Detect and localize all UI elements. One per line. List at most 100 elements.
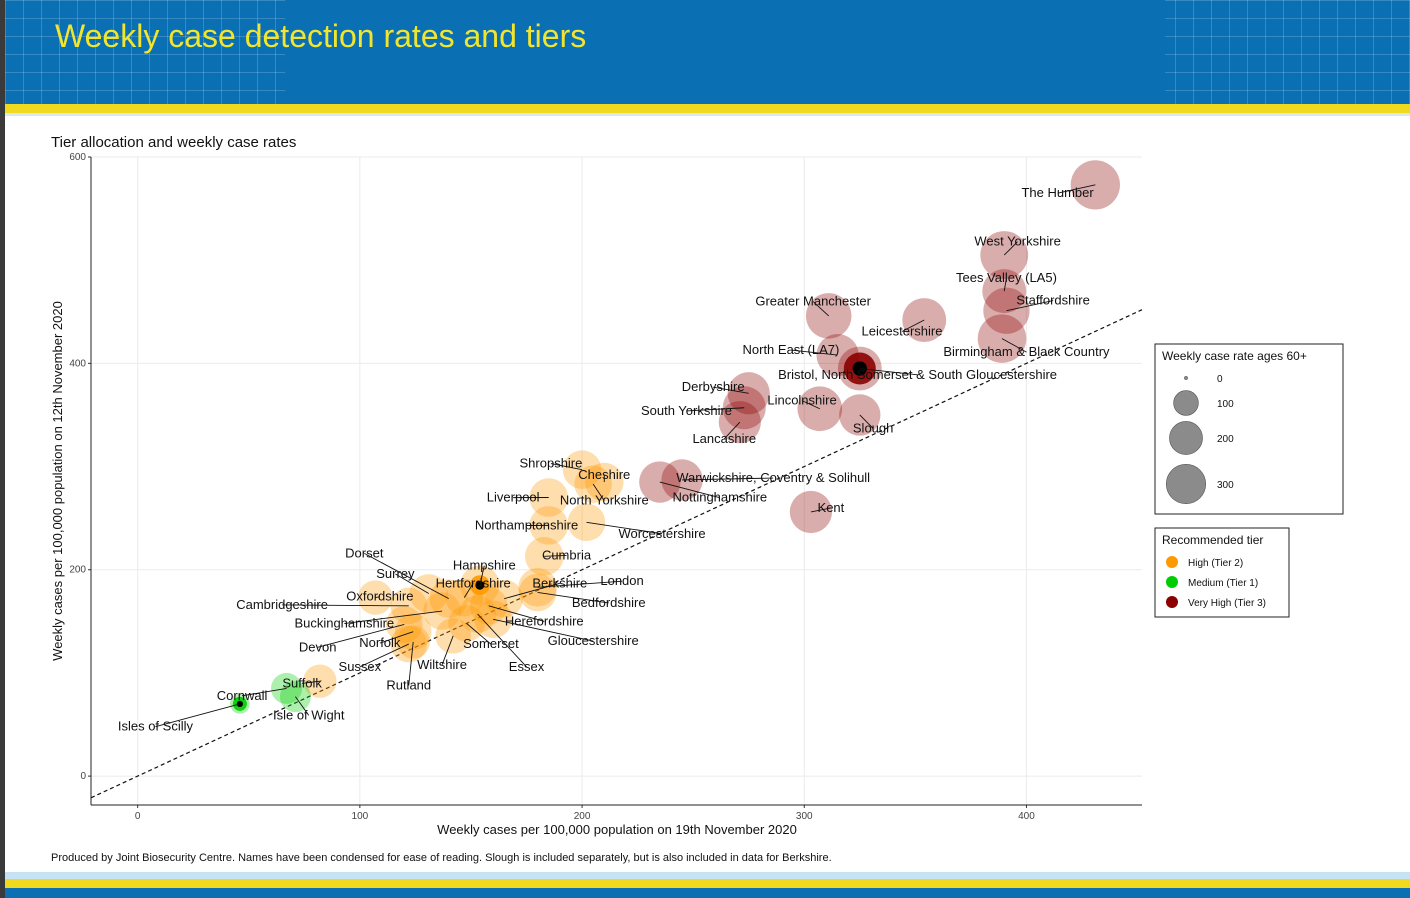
label-bristol-north-somerset-south-gloucestershire: Bristol, North Somerset & South Gloucest… xyxy=(778,367,1057,382)
x-axis-label: Weekly cases per 100,000 population on 1… xyxy=(437,822,797,837)
label-leader-greater-manchester xyxy=(812,301,830,317)
label-nottinghamshire: Nottinghamshire xyxy=(672,490,767,505)
label-leader-cumbria xyxy=(544,554,567,557)
label-leicestershire: Leicestershire xyxy=(862,324,943,339)
label-leader-buckinghamshire xyxy=(344,610,443,624)
size-legend-circle xyxy=(1184,376,1188,380)
point-sussex xyxy=(390,625,428,663)
label-leader-nottinghamshire xyxy=(659,481,720,499)
label-leader-north-yorkshire xyxy=(592,483,605,501)
point-greater-manchester xyxy=(805,293,852,339)
y-tick-label: 400 xyxy=(69,358,86,369)
label-gloucestershire: Gloucestershire xyxy=(548,633,639,648)
y-tick-label: 0 xyxy=(80,771,86,782)
label-greater-manchester: Greater Manchester xyxy=(755,294,871,309)
label-north-yorkshire: North Yorkshire xyxy=(560,493,649,508)
label-berkshire: Berkshire xyxy=(532,575,587,590)
label-somerset: Somerset xyxy=(463,636,519,651)
y-tick-label: 600 xyxy=(69,152,86,163)
label-isles-of-scilly: Isles of Scilly xyxy=(118,719,194,734)
tier-legend: Recommended tier High (Tier 2) Medium (Tie… xyxy=(1154,527,1290,618)
label-slough: Slough xyxy=(853,421,893,436)
label-birmingham-black-country: Birmingham & Black Country xyxy=(943,344,1110,359)
label-leader-bristol-north-somerset-south-gloucestershire xyxy=(859,368,918,376)
label-south-yorkshire: South Yorkshire xyxy=(641,403,732,418)
scatter-chart: Tier allocation and weekly case rates 0 1… xyxy=(50,134,1344,837)
label-hampshire: Hampshire xyxy=(453,558,516,573)
label-essex: Essex xyxy=(509,659,545,674)
footer-stripe xyxy=(5,879,1410,888)
label-leader-isles-of-scilly xyxy=(155,703,240,728)
label-leader-oxfordshire xyxy=(375,596,380,599)
label-devon: Devon xyxy=(299,639,337,654)
label-leader-derbyshire xyxy=(713,386,749,394)
x-tick-label: 100 xyxy=(352,811,369,822)
point-worcestershire xyxy=(567,503,606,542)
label-northamptonshire: Northamptonshire xyxy=(475,517,578,532)
x-tick-label: 300 xyxy=(796,811,813,822)
label-leader-herefordshire xyxy=(488,605,545,622)
point-dorset xyxy=(429,579,469,618)
label-leader-suffolk xyxy=(302,680,320,684)
footnote: Produced by Joint Biosecurity Centre. Na… xyxy=(51,852,832,864)
label-leader-bedfordshire xyxy=(537,591,609,604)
page-title: Weekly case detection rates and tiers xyxy=(55,18,587,54)
label-leader-shropshire xyxy=(550,463,583,471)
label-leader-dorset xyxy=(364,552,449,600)
size-legend-label: 100 xyxy=(1217,399,1234,410)
size-legend-circle xyxy=(1169,421,1203,455)
label-leader-lincolnshire xyxy=(801,400,820,410)
header-stripe xyxy=(5,104,1410,113)
tier-legend-label: Medium (Tier 1) xyxy=(1188,578,1258,589)
label-leader-the-humber xyxy=(1057,184,1096,194)
label-leader-sussex xyxy=(359,643,409,668)
label-leader-lancashire xyxy=(723,421,741,440)
label-leader-london xyxy=(537,580,623,588)
size-legend-label: 300 xyxy=(1217,480,1234,491)
tier-legend-title: Recommended tier xyxy=(1162,533,1263,547)
label-norfolk: Norfolk xyxy=(359,635,401,650)
footer-stripe-light xyxy=(5,872,1410,879)
x-tick-label: 200 xyxy=(574,811,591,822)
label-north-east-la7: North East (LA7) xyxy=(743,342,840,357)
label-kent: Kent xyxy=(818,500,845,515)
label-leader-cambridgeshire xyxy=(282,604,409,607)
label-leader-isle-of-wight xyxy=(295,696,310,716)
label-liverpool: Liverpool xyxy=(487,490,540,505)
label-cheshire: Cheshire xyxy=(578,467,630,482)
window-frame-edge xyxy=(0,0,5,898)
footer-band xyxy=(5,888,1410,898)
tier-legend-label: High (Tier 2) xyxy=(1188,558,1243,569)
label-worcestershire: Worcestershire xyxy=(618,526,705,541)
label-leader-slough xyxy=(859,414,874,429)
label-leader-gloucestershire xyxy=(493,618,594,642)
label-leader-surrey xyxy=(395,573,429,594)
label-dorset: Dorset xyxy=(345,545,384,560)
point-tees-valley-la5 xyxy=(982,269,1027,314)
label-herefordshire: Herefordshire xyxy=(505,613,584,628)
label-isle-of-wight: Isle of Wight xyxy=(273,707,345,722)
label-hertfordshire: Hertfordshire xyxy=(436,575,511,590)
point-london xyxy=(518,567,557,607)
label-leader-hertfordshire xyxy=(463,583,474,598)
label-leader-north-east-la7 xyxy=(790,349,838,356)
label-leader-staffordshire xyxy=(1006,300,1054,312)
point-the-humber xyxy=(1070,160,1120,210)
label-lancashire: Lancashire xyxy=(692,431,756,446)
banner-solid-band xyxy=(285,0,1165,104)
label-derbyshire: Derbyshire xyxy=(682,379,745,394)
label-shropshire: Shropshire xyxy=(520,456,583,471)
label-leader-somerset xyxy=(466,623,492,645)
label-leader-berkshire xyxy=(504,582,560,600)
size-legend-title: Weekly case rate ages 60+ xyxy=(1162,349,1307,363)
label-leader-kent xyxy=(810,507,832,513)
header-stripe-light xyxy=(5,113,1410,116)
size-legend-label: 0 xyxy=(1217,374,1223,385)
label-leader-warwickshire-coventry-solihull xyxy=(682,477,774,481)
chart-title: Tier allocation and weekly case rates xyxy=(51,134,296,151)
size-legend-label: 200 xyxy=(1217,434,1234,445)
tier-legend-label: Very High (Tier 3) xyxy=(1188,598,1266,609)
label-leader-norfolk xyxy=(379,631,414,644)
plot-area: 0 100 200 300 400 0 200 400 600 The Humber West Yo… xyxy=(69,152,1143,822)
label-leader-devon xyxy=(317,623,405,648)
